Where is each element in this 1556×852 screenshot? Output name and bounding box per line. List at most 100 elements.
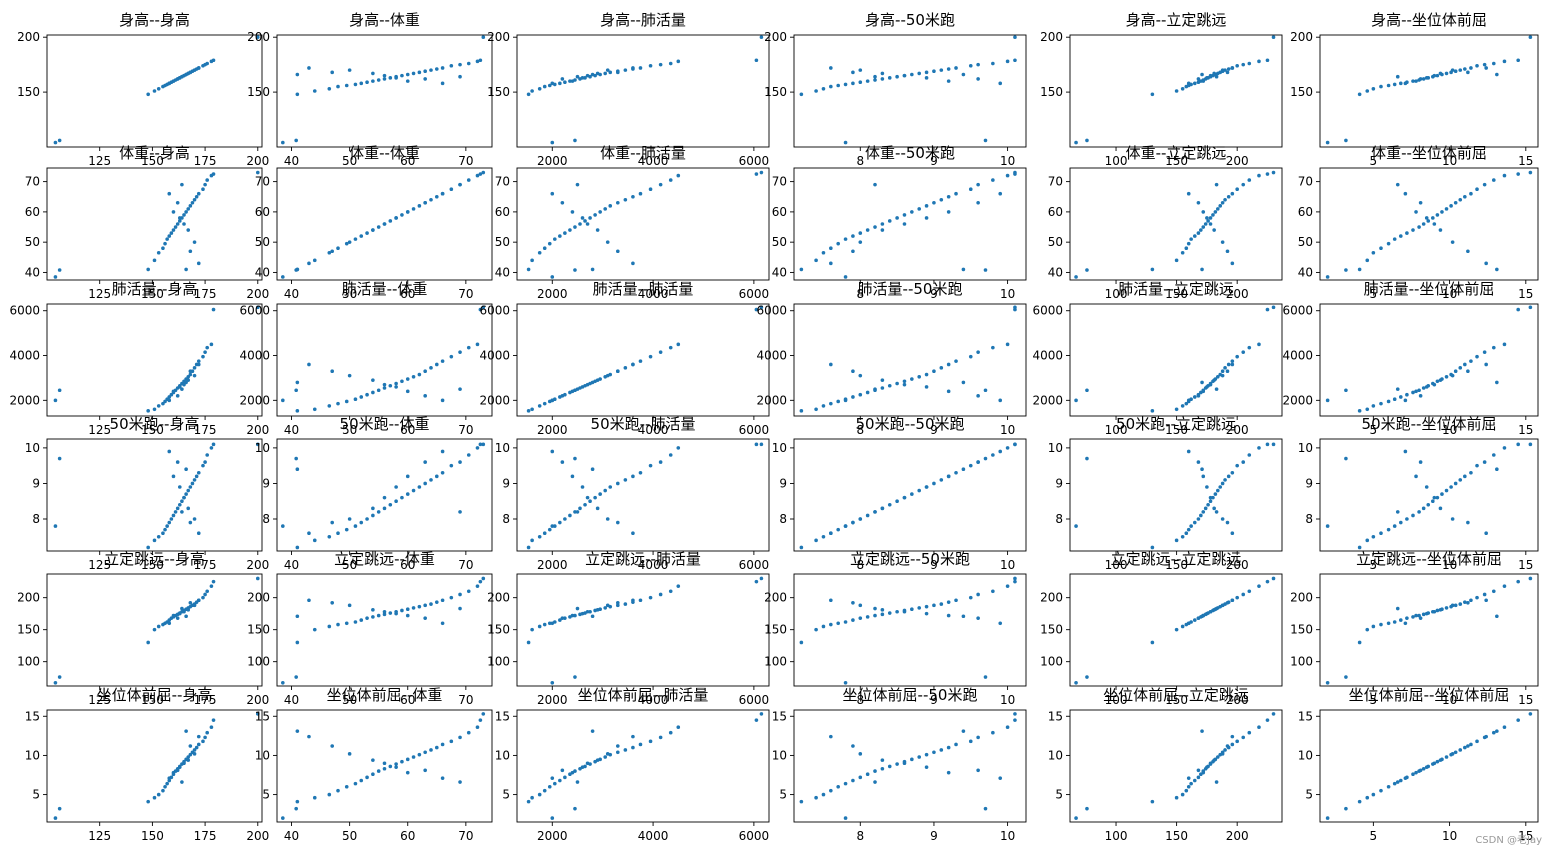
x-tick-label: 70 bbox=[458, 693, 473, 707]
scatter-point bbox=[1203, 222, 1208, 226]
scatter-point bbox=[991, 61, 995, 66]
scatter-point bbox=[676, 725, 681, 730]
scatter-point bbox=[836, 527, 840, 532]
scatter-point bbox=[411, 375, 416, 379]
scatter-point bbox=[180, 499, 184, 504]
csdn-watermark: CSDN @老Jay bbox=[1475, 835, 1542, 846]
scatter-point bbox=[1482, 460, 1487, 464]
y-tick-label: 2000 bbox=[1282, 393, 1313, 407]
scatter-point bbox=[932, 369, 936, 374]
scatter-point bbox=[976, 394, 980, 398]
scatter-point bbox=[595, 506, 600, 511]
scatter-point bbox=[194, 474, 199, 479]
scatter-point bbox=[376, 388, 381, 393]
scatter-point bbox=[880, 77, 885, 81]
scatter-point bbox=[1414, 79, 1418, 83]
scatter-point bbox=[1484, 261, 1488, 266]
y-tick-label: 70 bbox=[1048, 175, 1063, 189]
scatter-point bbox=[1463, 474, 1467, 479]
scatter-point bbox=[976, 201, 980, 205]
panel-title: 体重--身高 bbox=[119, 144, 190, 162]
scatter-point bbox=[648, 595, 653, 600]
scatter-point bbox=[1482, 350, 1487, 354]
scatter-point bbox=[583, 219, 587, 223]
scatter-point bbox=[353, 781, 358, 786]
y-tick-label: 70 bbox=[25, 175, 40, 189]
y-tick-label: 10 bbox=[772, 441, 787, 455]
y-tick-label: 5 bbox=[1055, 788, 1063, 802]
scatter-point bbox=[1201, 474, 1206, 479]
scatter-point bbox=[365, 517, 369, 521]
scatter-point bbox=[1241, 62, 1246, 67]
scatter-point bbox=[658, 592, 663, 597]
scatter-point bbox=[1440, 210, 1444, 214]
scatter-point bbox=[53, 524, 58, 528]
scatter-point bbox=[1196, 517, 1201, 521]
axes-frame bbox=[46, 438, 263, 552]
scatter-point bbox=[1235, 63, 1239, 68]
scatter-point bbox=[924, 752, 929, 757]
y-tick-label: 10 bbox=[1298, 748, 1313, 762]
scatter-point bbox=[1405, 517, 1409, 521]
scatter-point bbox=[1186, 527, 1191, 532]
y-tick-label: 40 bbox=[495, 265, 510, 279]
scatter-point bbox=[873, 769, 877, 773]
scatter-point bbox=[917, 207, 922, 211]
scatter-point bbox=[759, 305, 764, 310]
scatter-point bbox=[481, 35, 486, 39]
scatter-point bbox=[668, 730, 673, 735]
x-tick-label: 200 bbox=[246, 287, 269, 301]
scatter-point bbox=[1386, 241, 1391, 246]
scatter-point bbox=[400, 379, 404, 384]
panel-title: 肺活量--坐位体前屈 bbox=[1364, 280, 1495, 298]
y-tick-label: 9 bbox=[262, 476, 270, 490]
scatter-point bbox=[865, 772, 870, 777]
scatter-point bbox=[1450, 240, 1455, 244]
scatter-point bbox=[1186, 449, 1191, 454]
panel-title: 坐位体前屈--体重 bbox=[327, 686, 443, 704]
x-tick-label: 150 bbox=[141, 558, 164, 572]
scatter-point bbox=[458, 74, 462, 79]
scatter-point bbox=[281, 275, 285, 279]
scatter-point bbox=[631, 66, 635, 70]
scatter-point bbox=[440, 449, 445, 454]
x-tick-label: 5 bbox=[1370, 287, 1378, 301]
scatter-point bbox=[560, 616, 565, 620]
scatter-point bbox=[946, 745, 951, 750]
scatter-point bbox=[676, 584, 681, 588]
scatter-point bbox=[1484, 598, 1488, 603]
scatter-point bbox=[954, 598, 958, 603]
scatter-point bbox=[353, 620, 358, 624]
scatter-point bbox=[57, 456, 62, 461]
scatter-point bbox=[821, 404, 826, 408]
scatter-point bbox=[411, 488, 416, 493]
scatter-point bbox=[1379, 84, 1383, 89]
scatter-point bbox=[1365, 89, 1370, 93]
scatter-point bbox=[1469, 742, 1473, 747]
scatter-point bbox=[1186, 621, 1191, 626]
scatter-point bbox=[1235, 463, 1239, 468]
scatter-point bbox=[478, 579, 483, 584]
scatter-point bbox=[161, 788, 165, 793]
scatter-point bbox=[754, 579, 759, 584]
scatter-point bbox=[676, 446, 681, 450]
scatter-point bbox=[440, 598, 445, 603]
scatter-point bbox=[203, 592, 207, 597]
scatter-point bbox=[865, 390, 870, 395]
scatter-point bbox=[858, 80, 863, 85]
scatter-point bbox=[434, 194, 439, 199]
x-tick-label: 70 bbox=[458, 558, 473, 572]
scatter-point bbox=[1325, 398, 1330, 403]
scatter-point bbox=[1235, 595, 1239, 600]
scatter-point bbox=[1196, 201, 1201, 205]
scatter-point bbox=[1421, 766, 1426, 771]
scatter-point bbox=[359, 520, 364, 525]
scatter-point bbox=[1208, 609, 1213, 614]
scatter-point bbox=[1174, 538, 1179, 543]
scatter-point bbox=[1502, 59, 1507, 64]
scatter-point bbox=[1184, 246, 1189, 251]
y-tick-label: 4000 bbox=[1282, 349, 1313, 363]
